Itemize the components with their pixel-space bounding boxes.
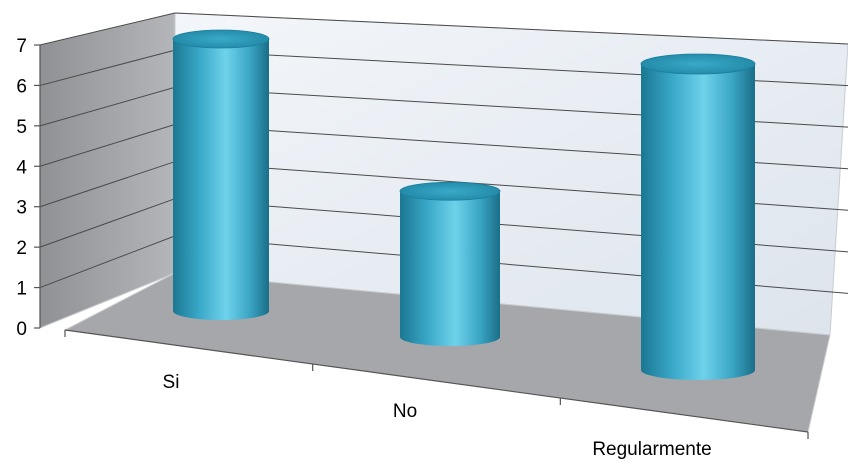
y-axis-ticks: 0 1 2 3 4 5 6 7 (16, 36, 40, 340)
bar-no (399, 181, 501, 346)
gridline (39, 12, 848, 46)
y-tick-label: 2 (16, 238, 27, 259)
bars (172, 29, 756, 380)
y-tick-label: 4 (16, 157, 27, 178)
x-category-label: Si (163, 372, 180, 393)
side-wall (39, 12, 176, 329)
y-tick-label: 6 (16, 76, 27, 97)
y-tick-label: 1 (16, 279, 27, 300)
cylinder-body (400, 191, 500, 346)
cylinder-top (399, 181, 501, 201)
x-axis-labels: Si No Regularmente (64, 330, 809, 460)
cylinder-body (173, 39, 269, 320)
x-axis-line (64, 329, 809, 433)
y-tick-label: 0 (16, 319, 27, 340)
y-tick-label: 3 (16, 198, 27, 219)
x-category-label: No (393, 401, 417, 422)
y-tick-label: 7 (16, 36, 27, 57)
cylinder-body (641, 64, 755, 380)
y-tick-label: 5 (16, 117, 27, 138)
cylinder-top (640, 53, 756, 75)
x-category-label: Regularmente (592, 439, 711, 460)
cylinder-top (172, 29, 270, 49)
bar-si (172, 29, 270, 320)
bar-regularmente (640, 53, 756, 380)
